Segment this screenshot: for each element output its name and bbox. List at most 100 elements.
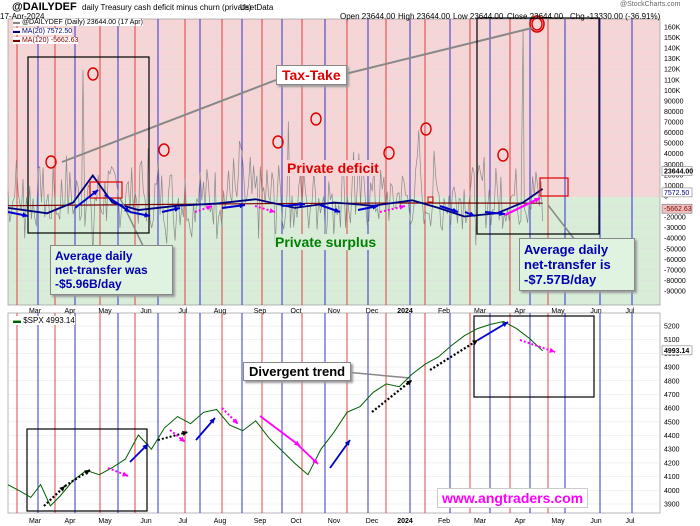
x-tick-top: Sep [254,308,267,315]
y-tick-top: 100K [664,88,681,95]
x-tick-bottom: Apr [65,518,77,525]
value-tag-top [661,203,693,214]
x-tick-top: Jun [590,308,601,315]
arrow-top-head [452,207,458,213]
arrow-bottom-magenta-head [232,418,238,424]
x-tick-bottom: Mar [29,518,42,525]
y-tick-top: -20000 [664,215,686,222]
arrow-bottom-magenta-head [312,458,318,464]
y-tick-top: 30000 [664,162,684,169]
x-tick-top: Nov [328,308,341,315]
high-label: High 23644.00 [398,12,451,21]
x-tick-bottom: Oct [291,518,302,525]
period-box-right-bottom [473,315,595,398]
tax-take-marker-large [529,15,545,33]
y-tick-top: 110K [664,77,680,84]
y-tick-top: -50000 [664,246,686,253]
x-tick-bottom: Jul [626,518,635,525]
avg-right-line3: -$7.57B/day [524,272,597,287]
tax-take-marker [310,112,322,126]
private-surplus-label: Private surplus [275,234,377,250]
tax-take-marker [420,122,432,136]
y-tick-top: 10000 [664,183,684,190]
divergent-pointer [344,371,411,379]
y-tick-top: -90000 [664,289,686,296]
small-red-marker [427,196,434,203]
legend-dailydef: ▬ @DAILYDEF (Daily) 23644.00 (17 Apr) [13,19,143,26]
legend-ma120: ▬ MA(120) -5662.63 [13,37,79,44]
arrow-top-magenta-head [534,198,540,203]
legend-ma20: ▬ MA(20) 7572.50 [13,28,73,35]
value-tag-top [661,166,693,176]
arrow-bottom-black [371,379,413,413]
y-tick-top: -80000 [664,278,686,285]
avg-left-pointer [119,197,146,251]
y-tick-bottom: 4400 [664,433,680,440]
arrow-bottom-black-head [84,470,90,476]
tax-take-pointer-right [344,27,533,75]
tax-take-label: Tax-Take [276,65,347,85]
x-tick-top: Jul [626,308,635,315]
website-label[interactable]: www.angtraders.com [437,488,589,508]
arrow-bottom-black-head [182,430,188,436]
spx-series [7,320,543,507]
arrow-bottom-black [429,339,479,371]
arrow-top-head [124,206,130,212]
y-tick-top: 160K [664,25,681,32]
watermark: @StockCharts.com [620,1,681,8]
x-tick-top: Aug [214,308,227,315]
y-tick-bottom: 4200 [664,460,680,467]
x-tick-bottom: Mar [474,518,487,525]
y-tick-top: 80000 [664,109,684,116]
date-label: 17-Apr-2024 [0,12,45,21]
top-panel-frame [7,18,661,306]
y-tick-top: 40000 [664,151,684,158]
avg-right-box: Average daily net-transfer is -$7.57B/da… [519,238,635,291]
value-tag-top-text: 7572.50 [664,190,689,197]
avg-left-line1: Average daily [55,249,133,263]
x-tick-bottom: Aug [214,518,227,525]
y-tick-bottom: 4300 [664,447,680,454]
arrow-bottom-magenta-head [549,347,555,353]
x-tick-bottom: Dec [366,518,379,525]
source-label: UsetData [240,3,274,12]
y-tick-top: 50000 [664,141,684,148]
y-tick-bottom: 3900 [664,502,680,509]
avg-left-line3: -$5.96B/day [55,277,122,291]
x-tick-bottom: May [551,518,565,525]
y-tick-top: 140K [664,46,681,53]
x-tick-top: Oct [291,308,302,315]
arrow-bottom-blue [477,321,509,341]
x-tick-top: Apr [65,308,77,315]
arrow-bottom-magenta [259,415,301,447]
deficit-bump-box-left [89,181,123,199]
x-tick-bottom: Jul [179,518,188,525]
y-tick-bottom: 4900 [664,365,680,372]
close-label: Close 23644.00 [507,12,564,21]
x-tick-top: 2024 [397,308,413,315]
divergent-trend-label: Divergent trend [243,362,352,381]
x-tick-bottom: Apr [515,518,527,525]
avg-right-line2: net-transfer is [524,257,611,272]
chg-label: Chg -13330.00 (-36.91%) [570,12,661,21]
open-label: Open 23644.00 [340,12,396,21]
arrow-bottom-black-head [472,340,478,346]
arrow-bottom-black-head [406,380,412,386]
y-tick-top: -70000 [664,267,686,274]
x-tick-top: Mar [474,308,487,315]
tax-take-pointer-left [61,79,277,163]
y-tick-bottom: 4800 [664,378,680,385]
y-tick-top: 70000 [664,120,684,127]
x-tick-top: May [551,308,565,315]
arrow-top-magenta [504,197,541,216]
x-tick-top: Mar [29,308,42,315]
arrow-bottom-blue-head [344,440,350,446]
y-tick-bottom: 5100 [664,337,680,344]
x-tick-top: Jun [140,308,151,315]
y-tick-bottom: 4500 [664,419,680,426]
y-tick-top: 150K [664,35,681,42]
tax-take-marker [158,143,170,157]
low-label: Low 23644.00 [453,12,504,21]
x-tick-bottom: 2024 [397,518,413,525]
arrow-top-head [469,211,475,217]
